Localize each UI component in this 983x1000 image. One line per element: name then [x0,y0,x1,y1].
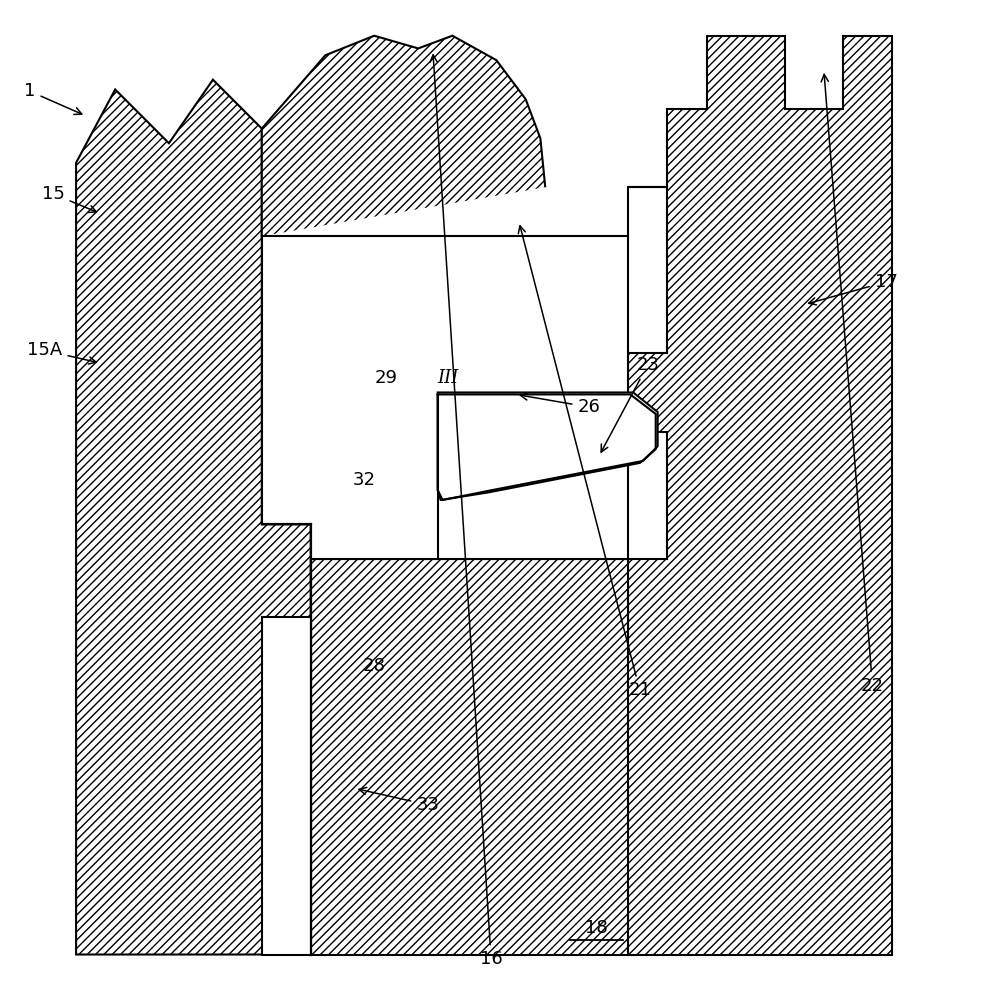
Text: 17: 17 [809,273,897,305]
Text: 23: 23 [602,356,660,452]
Text: 26: 26 [520,393,601,416]
Text: 33: 33 [359,787,439,814]
Polygon shape [261,36,546,363]
Polygon shape [261,617,311,955]
Polygon shape [76,80,311,955]
Text: 28: 28 [363,657,385,675]
Text: 1: 1 [25,82,82,114]
Text: 29: 29 [375,369,397,387]
Polygon shape [311,559,628,955]
Text: 32: 32 [353,471,376,489]
Text: 18: 18 [585,919,607,937]
Text: 15: 15 [42,185,96,212]
Polygon shape [437,392,658,500]
Text: 16: 16 [430,55,502,968]
Polygon shape [261,187,628,559]
Text: III: III [436,369,458,387]
Polygon shape [628,36,893,955]
Text: 15A: 15A [28,341,96,364]
Text: 21: 21 [518,226,651,699]
Text: 22: 22 [821,74,884,695]
